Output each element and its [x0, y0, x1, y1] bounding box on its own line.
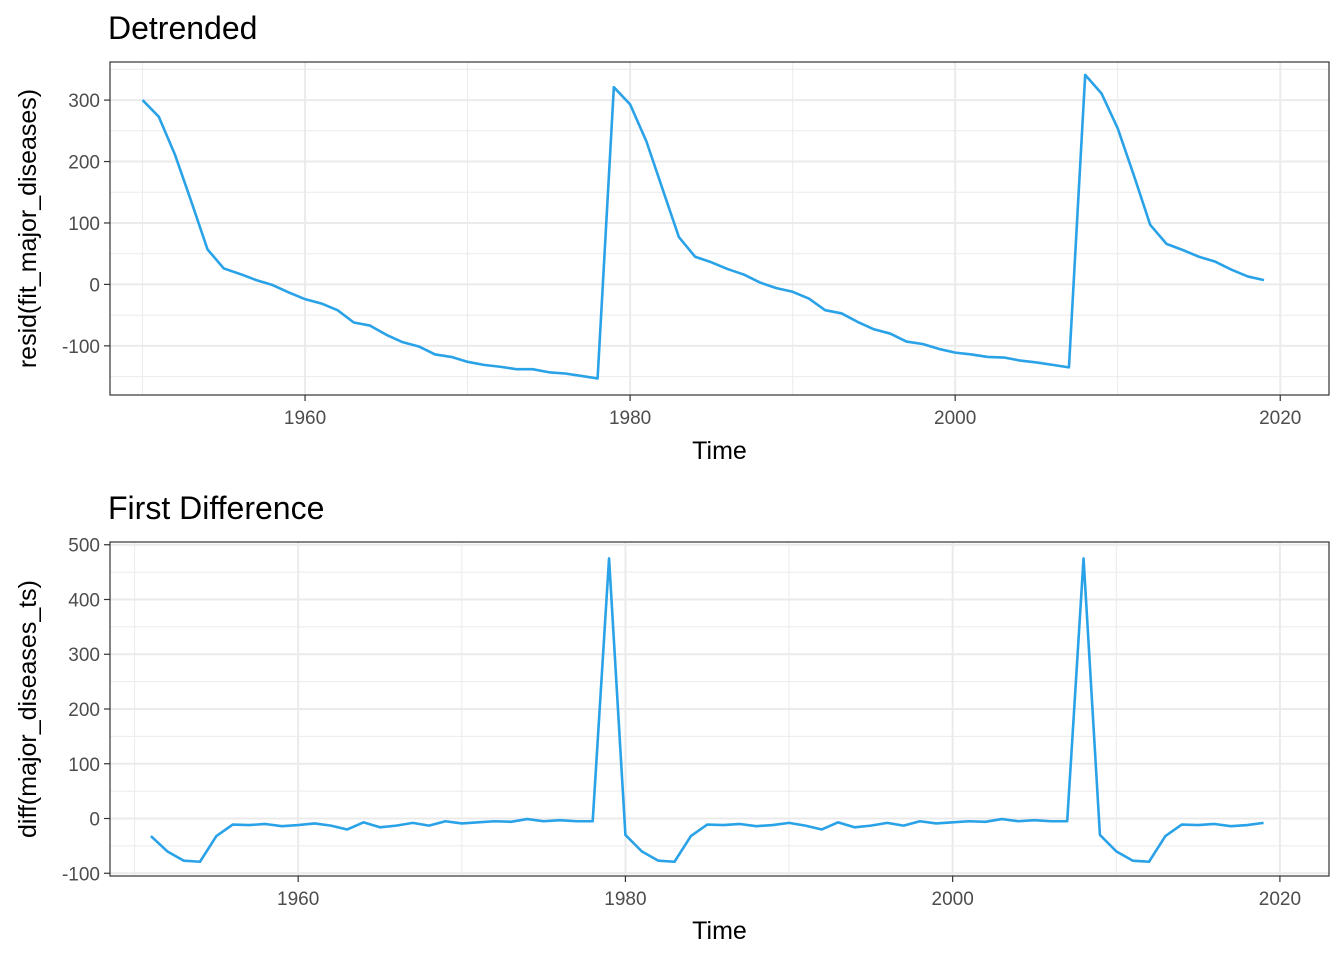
x-tick-label: 2020 [1259, 408, 1301, 429]
y-tick-label: 0 [89, 275, 100, 296]
y-tick-label: 100 [68, 755, 100, 776]
x-axis-title: Time [692, 437, 747, 465]
plot-panel-background [110, 62, 1329, 395]
y-tick-label: 200 [68, 700, 100, 721]
x-tick-label: 1960 [284, 408, 326, 429]
y-tick-label: 300 [68, 645, 100, 666]
x-tick-label: 2000 [934, 408, 976, 429]
y-tick-label: 400 [68, 590, 100, 611]
chart-title: Detrended [108, 10, 257, 46]
x-tick-label: 2020 [1259, 889, 1301, 910]
y-tick-label: 100 [68, 214, 100, 235]
y-tick-label: 500 [68, 536, 100, 557]
y-tick-label: -100 [62, 864, 100, 885]
y-tick-label: 300 [68, 91, 100, 112]
x-tick-label: 1980 [604, 889, 646, 910]
x-tick-label: 2000 [932, 889, 974, 910]
series-line [141, 73, 1265, 380]
y-axis-title: diff(major_diseases_ts) [14, 580, 42, 838]
x-axis-title: Time [692, 917, 747, 945]
plot-panel-border [109, 61, 1330, 396]
chart-title: First Difference [108, 490, 324, 526]
y-tick-label: 200 [68, 153, 100, 174]
x-tick-label: 1960 [277, 889, 319, 910]
series-line [150, 557, 1264, 864]
y-axis-title: resid(fit_major_diseases) [14, 89, 42, 368]
y-tick-label: 0 [89, 810, 100, 831]
first-difference-panel: 1960 1980 2000 2020 -100 0 100 200 300 400 500 Firs… [14, 490, 1330, 945]
x-tick-label: 1980 [609, 408, 651, 429]
detrended-panel: 1960 1980 2000 2020 -100 0 100 200 300 Detrended T… [14, 10, 1330, 465]
y-tick-label: -100 [62, 337, 100, 358]
